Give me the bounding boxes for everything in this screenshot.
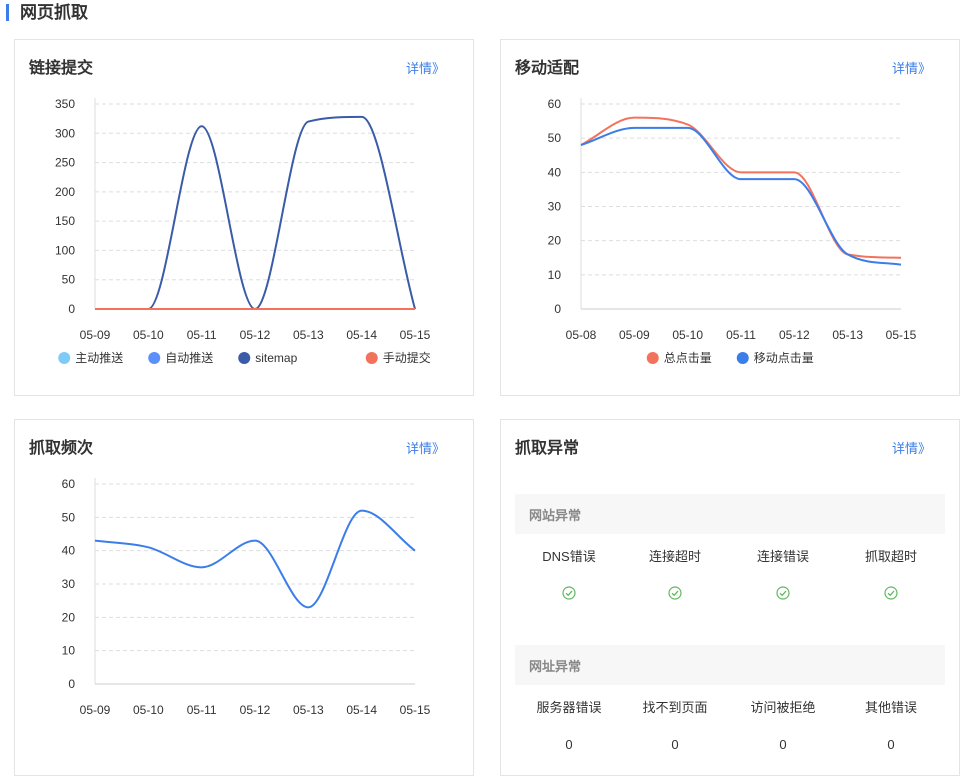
title-accent-bar <box>6 4 9 21</box>
x-tick-label: 05-08 <box>566 328 597 342</box>
url-error-count: 0 <box>887 737 895 752</box>
crawl-frequency-chart: 0 10 20 30 40 50 60 05-09 05-10 05-11 05-12 05-13 05… <box>62 477 431 717</box>
check-circle-icon <box>621 586 729 605</box>
y-tick-label: 60 <box>548 97 562 111</box>
y-tick-label: 40 <box>62 544 76 558</box>
page-header: 网页抓取 <box>0 0 967 30</box>
card-crawl-errors: 抓取异常 详情》 网站异常 DNS错误 连接超时 连接错误 抓取超时 网址异常 … <box>500 419 960 776</box>
section-title: 网址异常 <box>529 659 582 674</box>
section-title: 网站异常 <box>529 508 582 523</box>
x-tick-label: 05-12 <box>779 328 810 342</box>
card-title: 抓取异常 <box>515 440 580 457</box>
url-error-label: 访问被拒绝 <box>750 700 816 715</box>
check-circle-icon <box>837 586 945 605</box>
y-tick-label: 0 <box>68 677 75 691</box>
y-tick-label: 30 <box>62 577 76 591</box>
url-error-label: 服务器错误 <box>536 700 602 715</box>
y-tick-label: 300 <box>55 126 75 140</box>
y-tick-label: 10 <box>62 644 76 658</box>
y-tick-label: 100 <box>55 243 75 257</box>
series-line <box>94 509 416 609</box>
legend-marker <box>365 352 378 364</box>
y-tick-label: 20 <box>548 234 562 248</box>
legend-marker <box>736 352 749 364</box>
card-link-submit: 链接提交 详情》 0 50 100 150 200 250 300 350 05-09 05-10… <box>14 39 474 396</box>
series-line <box>580 126 902 266</box>
x-tick-label: 05-12 <box>240 703 271 717</box>
y-tick-label: 0 <box>68 302 75 316</box>
y-tick-label: 50 <box>62 510 76 524</box>
check-circle-icon <box>729 586 837 605</box>
card-mobile-adaptation: 移动适配 详情》 0 10 20 30 40 50 60 05-08 05-09 05-10 05-… <box>500 39 960 396</box>
y-tick-label: 60 <box>62 477 76 491</box>
url-error-count: 0 <box>671 737 679 752</box>
site-error-label: 连接超时 <box>648 549 701 564</box>
card-crawl-frequency: 抓取频次 详情》 0 10 20 30 40 50 60 05-09 05-10 05-11 05-… <box>14 419 474 776</box>
x-tick-label: 05-09 <box>619 328 650 342</box>
legend-marker <box>646 352 659 364</box>
mobile-adaptation-chart: 0 10 20 30 40 50 60 05-08 05-09 05-10 05-11 05-12 05… <box>548 97 917 365</box>
x-tick-label: 05-09 <box>80 328 111 342</box>
legend-label: 手动提交 <box>383 350 431 365</box>
legend-marker <box>58 352 71 364</box>
x-tick-label: 05-12 <box>240 328 271 342</box>
x-tick-label: 05-10 <box>133 328 164 342</box>
y-tick-label: 50 <box>62 273 76 287</box>
site-error-section: 网站异常 <box>515 494 945 534</box>
series-line <box>580 116 902 259</box>
y-tick-label: 10 <box>548 268 562 282</box>
card-title: 抓取频次 <box>29 440 94 457</box>
url-error-label: 其他错误 <box>864 700 917 715</box>
x-tick-label: 05-11 <box>726 328 756 342</box>
details-link[interactable]: 详情》 <box>405 441 445 456</box>
x-tick-label: 05-15 <box>400 328 431 342</box>
site-error-label: DNS错误 <box>542 549 596 564</box>
url-error-label: 找不到页面 <box>642 700 708 715</box>
x-tick-label: 05-14 <box>346 703 377 717</box>
site-error-label: 抓取超时 <box>864 549 917 564</box>
legend-label: 移动点击量 <box>754 351 814 365</box>
legend-label: 自动推送 <box>165 350 213 365</box>
site-error-label: 连接错误 <box>756 549 809 564</box>
link-submit-chart: 0 50 100 150 200 250 300 350 05-09 05-10 05-11 05-1… <box>55 97 431 365</box>
url-error-section: 网址异常 <box>515 645 945 685</box>
x-tick-label: 05-09 <box>80 703 111 717</box>
x-tick-label: 05-15 <box>886 328 917 342</box>
y-tick-label: 200 <box>55 185 75 199</box>
x-tick-label: 05-11 <box>187 703 217 717</box>
y-tick-label: 150 <box>55 214 75 228</box>
legend-marker <box>238 352 251 364</box>
page-title: 网页抓取 <box>20 3 88 22</box>
x-tick-label: 05-10 <box>133 703 164 717</box>
card-title: 链接提交 <box>29 60 94 77</box>
y-tick-label: 40 <box>548 165 562 179</box>
x-tick-label: 05-15 <box>400 703 431 717</box>
legend-label: 总点击量 <box>664 351 712 365</box>
x-tick-label: 05-13 <box>293 328 324 342</box>
series-line <box>95 115 416 310</box>
url-error-count: 0 <box>565 737 573 752</box>
x-tick-label: 05-13 <box>832 328 863 342</box>
x-tick-label: 05-11 <box>187 328 217 342</box>
check-circle-icon <box>515 586 623 605</box>
y-tick-label: 350 <box>55 97 75 111</box>
legend-label: sitemap <box>255 351 297 365</box>
y-tick-label: 20 <box>62 610 76 624</box>
details-link[interactable]: 详情》 <box>405 61 445 76</box>
details-link[interactable]: 详情》 <box>891 441 931 456</box>
card-title: 移动适配 <box>515 60 580 77</box>
y-tick-label: 50 <box>548 131 562 145</box>
x-tick-label: 05-13 <box>293 703 324 717</box>
y-tick-label: 250 <box>55 156 75 170</box>
x-tick-label: 05-14 <box>346 328 377 342</box>
legend-label: 主动推送 <box>75 350 123 365</box>
details-link[interactable]: 详情》 <box>891 61 931 76</box>
y-tick-label: 0 <box>554 302 561 316</box>
x-tick-label: 05-10 <box>672 328 703 342</box>
y-tick-label: 30 <box>548 200 562 214</box>
url-error-count: 0 <box>779 737 787 752</box>
legend-marker <box>148 352 161 364</box>
